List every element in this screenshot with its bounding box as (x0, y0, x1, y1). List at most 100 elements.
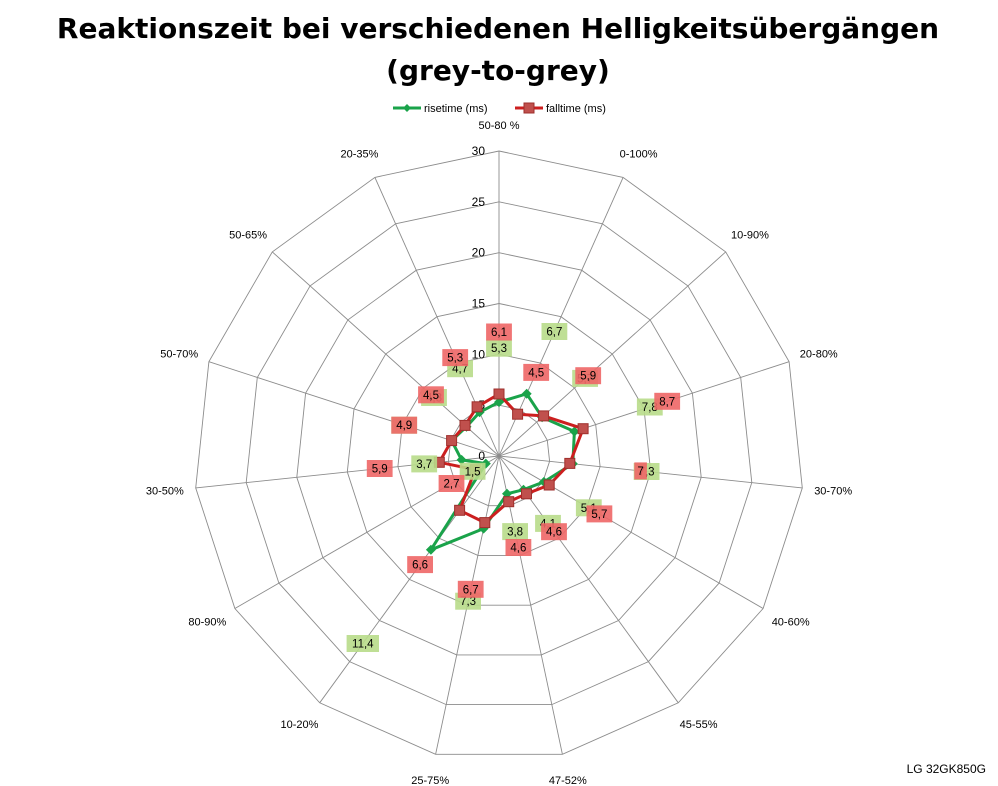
radar-grid: 05101520253050-80 %0-100%10-90%20-80%30-… (146, 120, 852, 786)
category-label: 50-70% (160, 349, 198, 361)
grid-spoke (498, 251, 727, 457)
series-point (512, 408, 524, 420)
data-label-bg (418, 386, 444, 404)
series-point (538, 410, 550, 422)
grid-spoke (319, 455, 500, 704)
data-label: 2,7 (444, 479, 460, 491)
category-label: 20-35% (340, 149, 378, 161)
series-point (446, 435, 458, 447)
category-label: 50-65% (229, 230, 267, 242)
data-label: 4,6 (510, 543, 526, 555)
series-point (564, 457, 576, 469)
data-label: 6,7 (546, 327, 562, 339)
series-point (494, 397, 504, 408)
data-label-bg (502, 523, 528, 541)
data-label: 5,3 (491, 343, 507, 355)
data-label: 6,1 (491, 327, 507, 339)
grid-ring (296, 252, 702, 656)
data-label: 4,6 (546, 527, 562, 539)
chart-subtitle: (grey-to-grey) (386, 54, 610, 87)
grid-ring (397, 353, 601, 556)
grid-ring (195, 150, 803, 755)
data-label: 5,7 (591, 509, 607, 521)
data-label-bg (486, 339, 512, 357)
grid-spoke (195, 455, 500, 489)
series-point (493, 388, 505, 400)
legend-label: risetime (ms) (424, 103, 488, 115)
data-label-bg (575, 367, 602, 385)
category-label: 80-90% (188, 617, 226, 629)
tick-label: 0 (478, 449, 485, 463)
data-label: 8,7 (659, 396, 675, 408)
series-point (503, 496, 515, 508)
category-label: 40-60% (772, 617, 810, 629)
tick-label: 15 (472, 297, 486, 311)
data-label: 4,5 (423, 390, 439, 402)
series-point (454, 504, 466, 516)
series-point (543, 479, 555, 491)
grid-ring (346, 303, 652, 606)
series-point (479, 517, 491, 529)
category-label: 50-80 % (479, 120, 520, 132)
data-label: 7,3 (460, 596, 476, 608)
data-label: 7 (637, 466, 643, 478)
category-label: 45-55% (680, 719, 718, 731)
data-label-bg (457, 580, 484, 598)
category-label: 47-52% (549, 775, 587, 786)
data-label-bg (586, 505, 613, 523)
category-label: 20-80% (800, 349, 838, 361)
legend-marker (523, 102, 535, 114)
series-point (456, 454, 467, 465)
category-label: 10-90% (731, 230, 769, 242)
data-label: 6,7 (463, 584, 479, 596)
data-label: 5,9 (372, 464, 388, 476)
category-label: 10-20% (280, 719, 318, 731)
data-label-bg (541, 323, 568, 340)
data-label-bg (366, 460, 393, 477)
legend-marker (403, 104, 411, 112)
data-label-bg (459, 462, 486, 480)
category-label: 25-75% (411, 775, 449, 786)
legend-label: falltime (ms) (546, 103, 606, 115)
series-point (425, 544, 436, 555)
data-label: 5,3 (447, 353, 463, 365)
series-line (437, 392, 585, 525)
data-label-bg (634, 462, 647, 480)
series-point (471, 401, 483, 413)
data-label-bg (541, 523, 567, 541)
data-label: 1,5 (465, 466, 481, 478)
data-label-bg (391, 416, 418, 434)
data-label-bg (411, 455, 438, 473)
data-label-bg (442, 349, 469, 367)
tick-label: 10 (472, 347, 486, 361)
series-point (521, 488, 532, 500)
data-label: 7,8 (642, 402, 658, 414)
data-label-bg (407, 556, 433, 574)
data-label: 11,4 (352, 639, 374, 651)
data-label: 4,9 (396, 420, 412, 432)
monitor-model-label: LG 32GK850G (906, 762, 986, 776)
data-labels: 5,36,75,77,87,35,14,13,87,311,41,53,74,9… (346, 323, 681, 652)
data-label: 6,6 (412, 560, 428, 572)
grid-ring (245, 201, 753, 706)
series-point (459, 419, 471, 431)
series-point (569, 426, 580, 437)
data-label-bg (486, 323, 512, 341)
tick-label: 20 (472, 246, 486, 260)
data-label-bg (523, 363, 550, 381)
series-layer (425, 388, 589, 555)
data-label-bg (505, 539, 532, 556)
data-label-bg (654, 392, 681, 410)
data-label: 3,7 (416, 459, 432, 471)
data-label: 4,7 (452, 364, 468, 376)
category-label: 30-50% (146, 486, 184, 498)
data-label-bg (438, 475, 465, 492)
series-point (521, 388, 532, 399)
chart-legend: risetime (ms) falltime (ms) (393, 102, 606, 115)
data-label-bg (346, 635, 379, 652)
tick-label: 30 (472, 144, 486, 158)
category-label: 30-70% (814, 486, 852, 498)
data-label: 3,8 (507, 527, 523, 539)
data-label: 4,5 (528, 367, 544, 379)
